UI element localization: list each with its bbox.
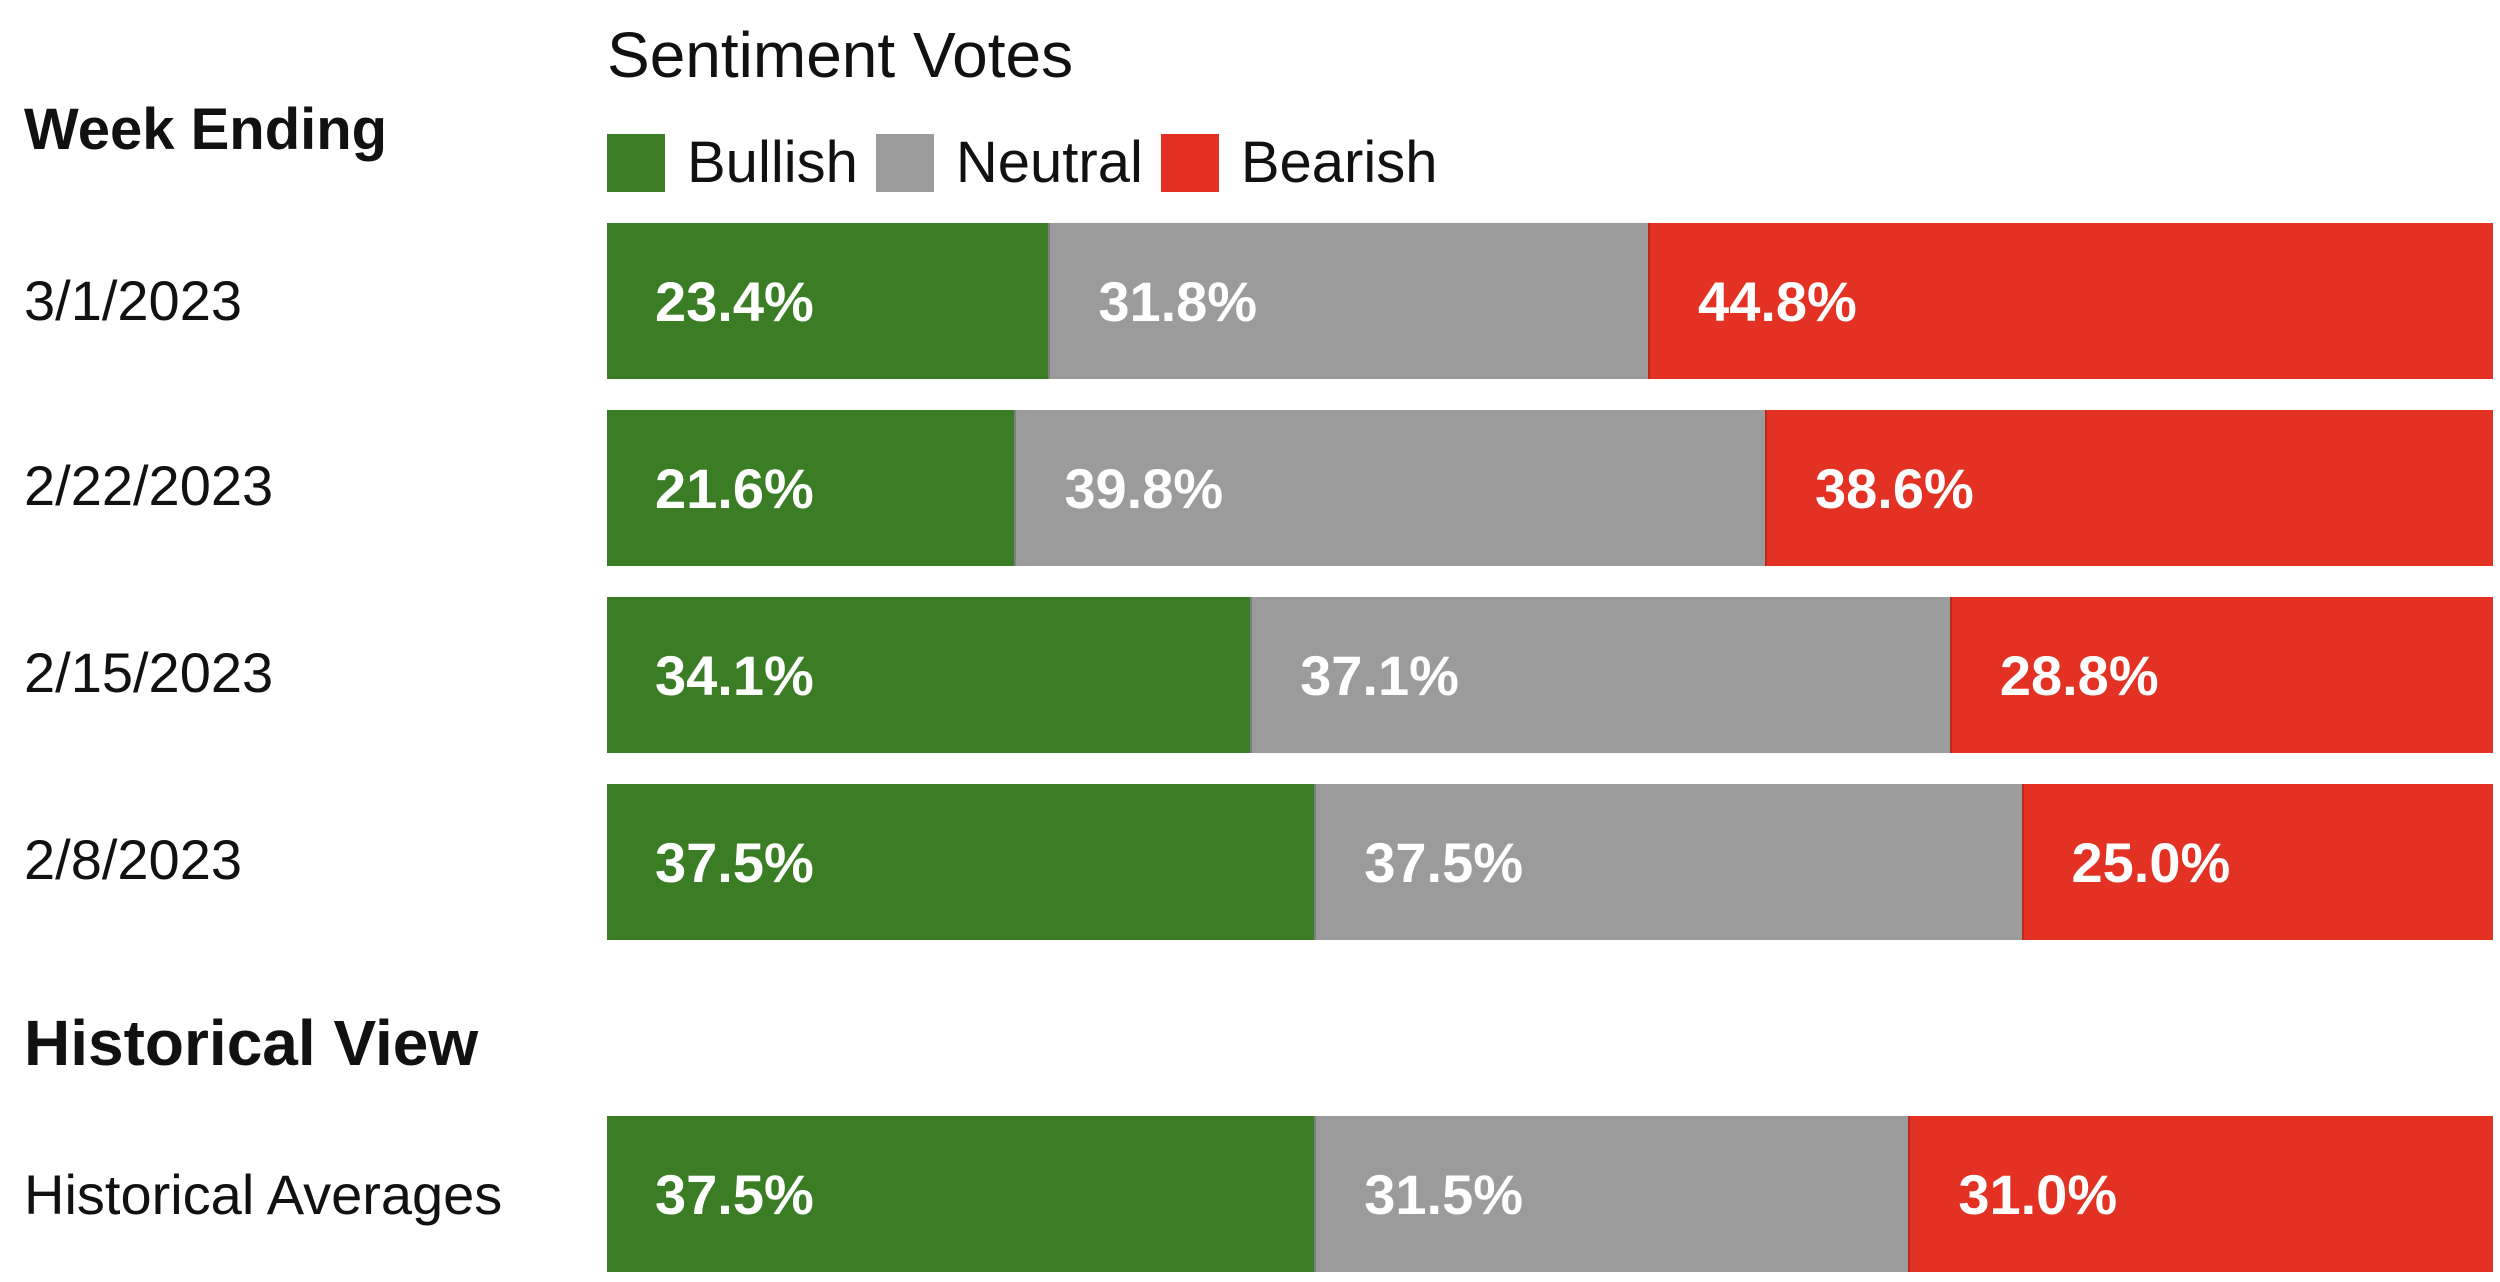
bar-value-label: 31.8% — [1098, 269, 1258, 333]
bar-segment-bearish: 25.0% — [2021, 784, 2493, 940]
bar-value-label: 44.8% — [1698, 269, 1857, 333]
bar-value-label: 21.6% — [655, 456, 814, 520]
historical-view-heading: Historical View — [24, 1007, 479, 1079]
bar-segment-neutral: 31.5% — [1314, 1116, 1909, 1272]
row-label-2-22-2023: 2/22/2023 — [24, 454, 274, 517]
row-label-historical-averages: Historical Averages — [24, 1163, 503, 1226]
legend-item-bearish: Bearish — [1160, 128, 1438, 198]
bar-value-label: 25.0% — [2071, 830, 2231, 894]
row-label-2-15-2023: 2/15/2023 — [24, 641, 274, 704]
bar-value-label: 31.5% — [1364, 1162, 1524, 1226]
stacked-bar-2-8-2023: 37.5% 37.5% 25.0% — [607, 784, 2493, 940]
bar-segment-neutral: 37.5% — [1314, 784, 2022, 940]
legend-swatch-neutral — [875, 134, 934, 192]
bar-value-label: 37.5% — [655, 1162, 814, 1226]
bar-value-label: 37.5% — [1364, 830, 1524, 894]
bar-value-label: 37.5% — [655, 830, 814, 894]
legend-label-bearish: Bearish — [1240, 130, 1438, 195]
bar-segment-bullish: 37.5% — [607, 1116, 1315, 1272]
bar-segment-bearish: 44.8% — [1648, 223, 2493, 379]
bar-value-label: 38.6% — [1815, 456, 1974, 520]
bar-segment-bearish: 38.6% — [1765, 410, 2493, 566]
legend-swatch-bearish — [1160, 134, 1219, 192]
bar-value-label: 28.8% — [1999, 643, 2159, 707]
bar-segment-neutral: 39.8% — [1014, 410, 1765, 566]
legend-swatch-bullish — [607, 134, 665, 192]
bar-segment-bullish: 34.1% — [607, 597, 1251, 753]
legend-item-bullish: Bullish — [607, 128, 858, 198]
row-label-2-8-2023: 2/8/2023 — [24, 828, 242, 891]
bar-value-label: 23.4% — [655, 269, 814, 333]
bar-segment-bearish: 28.8% — [1949, 597, 2493, 753]
bar-segment-bullish: 23.4% — [607, 223, 1049, 379]
legend-label-bullish: Bullish — [687, 130, 858, 195]
legend: Bullish Neutral Bearish — [607, 128, 1456, 198]
bar-value-label: 34.1% — [655, 643, 814, 707]
week-ending-heading: Week Ending — [24, 97, 388, 162]
bar-value-label: 39.8% — [1064, 456, 1224, 520]
chart-title: Sentiment Votes — [607, 19, 1074, 91]
legend-label-neutral: Neutral — [955, 130, 1143, 195]
bar-segment-bearish: 31.0% — [1908, 1116, 2493, 1272]
stacked-bar-historical-averages: 37.5% 31.5% 31.0% — [607, 1116, 2493, 1272]
bar-value-label: 31.0% — [1958, 1162, 2118, 1226]
row-label-3-1-2023: 3/1/2023 — [24, 269, 242, 332]
bar-segment-bullish: 21.6% — [607, 410, 1015, 566]
bar-segment-bullish: 37.5% — [607, 784, 1315, 940]
bar-segment-neutral: 37.1% — [1250, 597, 1950, 753]
stacked-bar-2-22-2023: 21.6% 39.8% 38.6% — [607, 410, 2493, 566]
legend-item-neutral: Neutral — [875, 128, 1143, 198]
stacked-bar-3-1-2023: 23.4% 31.8% 44.8% — [607, 223, 2493, 379]
stacked-bar-2-15-2023: 34.1% 37.1% 28.8% — [607, 597, 2493, 753]
bar-value-label: 37.1% — [1300, 643, 1459, 707]
bar-segment-neutral: 31.8% — [1048, 223, 1649, 379]
